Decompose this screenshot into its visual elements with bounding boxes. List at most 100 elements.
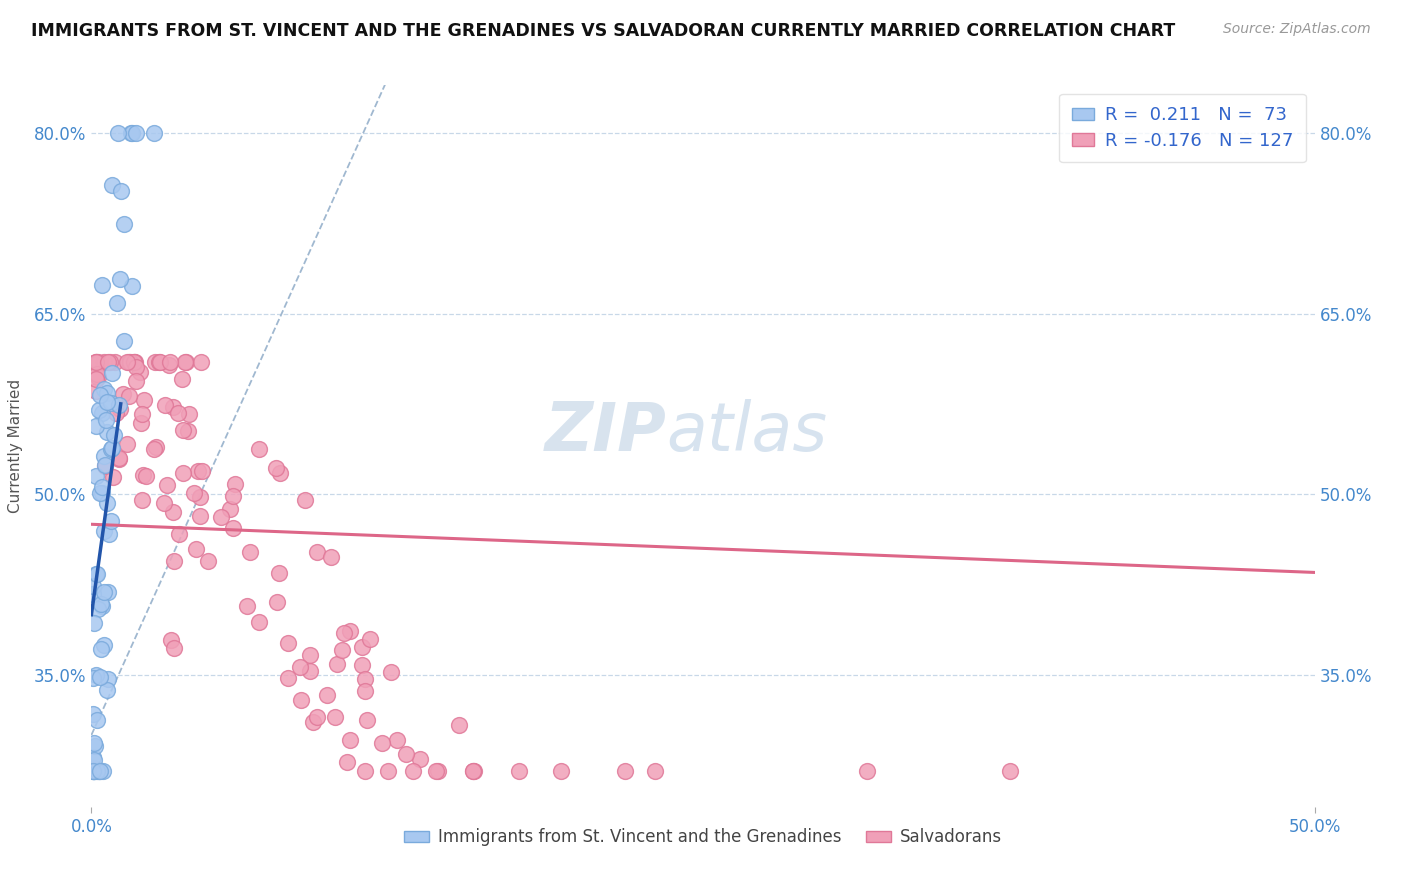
Point	[323, 709, 346, 723]
Point	[82, 671, 104, 685]
Point	[172, 466, 194, 480]
Point	[118, 355, 141, 369]
Point	[301, 714, 323, 729]
Point	[90, 599, 112, 613]
Point	[87, 355, 110, 369]
Point	[163, 641, 186, 656]
Point	[142, 442, 165, 456]
Point	[644, 764, 666, 778]
Point	[94, 413, 117, 427]
Point	[98, 355, 121, 369]
Point	[187, 464, 209, 478]
Point	[93, 355, 115, 369]
Point	[103, 470, 125, 484]
Point	[359, 632, 381, 646]
Point	[82, 764, 104, 778]
Point	[84, 667, 107, 681]
Point	[84, 355, 107, 369]
Point	[82, 750, 104, 764]
Point	[91, 764, 114, 778]
Point	[87, 764, 110, 778]
Point	[236, 599, 259, 614]
Point	[96, 425, 118, 439]
Point	[305, 545, 328, 559]
Point	[339, 624, 361, 639]
Point	[108, 451, 131, 466]
Point	[105, 406, 128, 420]
Point	[395, 747, 418, 761]
Point	[91, 485, 114, 500]
Point	[172, 423, 194, 437]
Point	[82, 707, 104, 722]
Point	[105, 296, 128, 310]
Point	[162, 401, 184, 415]
Text: IMMIGRANTS FROM ST. VINCENT AND THE GRENADINES VS SALVADORAN CURRENTLY MARRIED C: IMMIGRANTS FROM ST. VINCENT AND THE GREN…	[31, 22, 1175, 40]
Text: ZIP: ZIP	[544, 399, 666, 465]
Point	[96, 682, 118, 697]
Point	[371, 736, 394, 750]
Point	[108, 402, 131, 417]
Point	[82, 579, 104, 593]
Point	[269, 467, 291, 481]
Point	[87, 370, 110, 384]
Point	[159, 633, 181, 648]
Point	[93, 449, 115, 463]
Point	[449, 718, 471, 732]
Point	[117, 355, 139, 369]
Point	[111, 387, 134, 401]
Point	[84, 468, 107, 483]
Point	[83, 764, 105, 778]
Point	[177, 407, 200, 421]
Point	[315, 688, 337, 702]
Point	[121, 279, 143, 293]
Point	[108, 272, 131, 286]
Point	[157, 358, 180, 372]
Y-axis label: Currently Married: Currently Married	[8, 379, 22, 513]
Point	[190, 355, 212, 369]
Point	[131, 407, 153, 421]
Point	[93, 585, 115, 599]
Point	[101, 178, 124, 193]
Point	[104, 355, 127, 369]
Point	[129, 416, 152, 430]
Point	[290, 693, 312, 707]
Point	[91, 406, 114, 420]
Point	[143, 126, 166, 140]
Text: atlas: atlas	[666, 399, 827, 465]
Point	[167, 406, 190, 420]
Point	[108, 399, 131, 413]
Point	[110, 185, 132, 199]
Point	[124, 126, 146, 140]
Point	[277, 636, 299, 650]
Point	[93, 382, 115, 396]
Point	[125, 374, 148, 388]
Point	[84, 739, 107, 753]
Point	[89, 388, 111, 402]
Point	[84, 355, 107, 369]
Point	[84, 355, 107, 369]
Point	[354, 672, 377, 686]
Point	[100, 366, 122, 380]
Point	[177, 424, 200, 438]
Point	[264, 461, 287, 475]
Point	[82, 764, 104, 778]
Point	[267, 566, 290, 580]
Point	[353, 764, 375, 778]
Point	[330, 642, 353, 657]
Point	[266, 595, 288, 609]
Point	[299, 665, 322, 679]
Point	[333, 626, 356, 640]
Point	[125, 359, 148, 374]
Point	[89, 764, 111, 778]
Point	[224, 477, 246, 491]
Point	[93, 524, 115, 538]
Point	[93, 638, 115, 652]
Point	[135, 469, 157, 483]
Point	[409, 752, 432, 766]
Point	[222, 521, 245, 535]
Point	[197, 554, 219, 568]
Point	[427, 764, 450, 778]
Point	[402, 764, 425, 778]
Point	[184, 541, 207, 556]
Point	[163, 554, 186, 568]
